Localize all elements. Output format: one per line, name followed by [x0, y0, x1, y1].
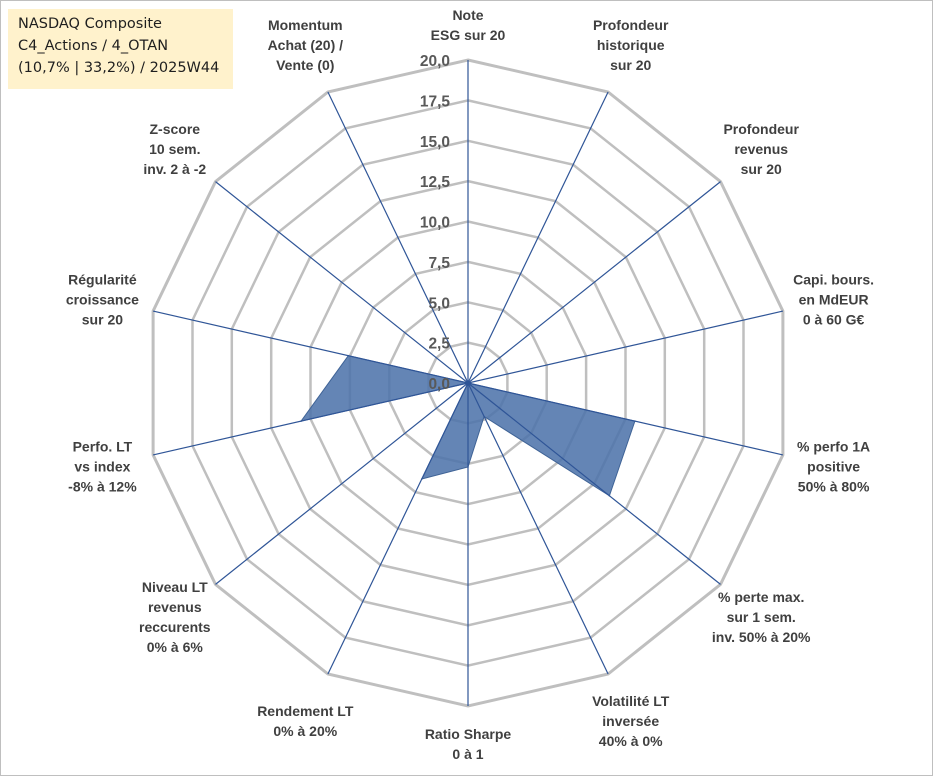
- spoke-8: [327, 382, 469, 675]
- axis-label-2-line-1: revenus: [734, 141, 788, 157]
- axis-label-10: Perfo. LT vs index -8% à 12%: [68, 438, 137, 494]
- tick-label-5: 12,5: [420, 174, 451, 191]
- axis-label-12-line-1: 10 sem.: [149, 141, 200, 157]
- axis-label-0: Note ESG sur 20: [431, 7, 506, 43]
- title-line-1: NASDAQ Composite: [18, 16, 162, 32]
- axis-label-0-line-1: ESG sur 20: [431, 27, 506, 43]
- tick-label-8: 20,0: [420, 53, 450, 70]
- axis-label-11-line-0: Régularité: [68, 272, 137, 288]
- axis-label-7: Ratio Sharpe 0 à 1: [425, 726, 512, 762]
- axis-label-8: Rendement LT 0% à 20%: [257, 703, 354, 739]
- axis-label-9-line-3: 0% à 6%: [147, 639, 204, 655]
- axis-label-4-line-1: positive: [807, 458, 860, 474]
- chart-title-box: NASDAQ Composite C4_Actions / 4_OTAN (10…: [8, 9, 233, 89]
- axis-label-8-line-1: 0% à 20%: [273, 723, 337, 739]
- axis-label-4-line-2: 50% à 80%: [798, 478, 870, 494]
- axis-label-4: % perfo 1A positive 50% à 80%: [797, 438, 870, 494]
- spoke-9: [215, 382, 469, 585]
- axis-label-12-line-0: Z-score: [150, 121, 201, 137]
- axis-label-3-line-1: en MdEUR: [799, 292, 869, 308]
- axis-label-10-line-1: vs index: [74, 458, 130, 474]
- axis-label-2: Profondeur revenus sur 20: [723, 121, 799, 177]
- radial-tick-labels: 0,0 2,5 5,0 7,5 10,0 12,5 15,0 17,5 20,0: [420, 53, 451, 393]
- tick-label-2: 5,0: [428, 295, 450, 312]
- axis-label-13-line-0: Momentum: [268, 17, 343, 33]
- axis-label-8-line-0: Rendement LT: [257, 703, 354, 719]
- axis-label-9-line-0: Niveau LT: [142, 579, 208, 595]
- tick-label-0: 0,0: [428, 376, 450, 393]
- axis-label-12: Z-score 10 sem. inv. 2 à -2: [143, 121, 206, 177]
- title-line-3: (10,7% | 33,2%) / 2025W44: [18, 60, 220, 76]
- axis-label-0-line-0: Note: [452, 7, 483, 23]
- axis-label-3-line-0: Capi. bours.: [793, 272, 874, 288]
- axis-label-10-line-0: Perfo. LT: [73, 438, 133, 454]
- tick-label-1: 2,5: [428, 336, 450, 353]
- axis-label-1-line-0: Profondeur: [593, 17, 669, 33]
- spoke-1: [467, 91, 609, 384]
- axis-label-6-line-1: inversée: [602, 713, 659, 729]
- spoke-4: [467, 382, 784, 456]
- spoke-6: [467, 382, 609, 675]
- spoke-12: [215, 181, 469, 384]
- axis-label-11-line-1: croissance: [66, 292, 139, 308]
- axis-label-11: Régularité croissance sur 20: [66, 272, 139, 328]
- axis-label-13-line-1: Achat (20) /: [268, 37, 344, 53]
- axis-label-13-line-2: Vente (0): [276, 57, 334, 73]
- spoke-5: [467, 382, 721, 585]
- spoke-13: [327, 91, 469, 384]
- axis-label-1: Profondeur historique sur 20: [593, 17, 669, 73]
- axis-label-9: Niveau LT revenus reccurents 0% à 6%: [139, 579, 211, 655]
- axis-label-13: Momentum Achat (20) / Vente (0): [268, 17, 344, 73]
- axis-label-6: Volatilité LT inversée 40% à 0%: [592, 693, 670, 749]
- axis-label-5-line-1: sur 1 sem.: [727, 609, 796, 625]
- axis-label-3: Capi. bours. en MdEUR 0 à 60 G€: [793, 272, 874, 328]
- axis-label-5: % perte max. sur 1 sem. inv. 50% à 20%: [712, 589, 811, 645]
- tick-label-4: 10,0: [420, 215, 450, 232]
- tick-label-3: 7,5: [428, 255, 450, 272]
- axis-label-1-line-1: historique: [597, 37, 665, 53]
- axis-label-6-line-0: Volatilité LT: [592, 693, 670, 709]
- axis-label-12-line-2: inv. 2 à -2: [143, 161, 206, 177]
- axis-label-5-line-0: % perte max.: [718, 589, 804, 605]
- axis-label-1-line-2: sur 20: [610, 57, 651, 73]
- axis-label-3-line-2: 0 à 60 G€: [803, 312, 865, 328]
- axis-label-9-line-1: revenus: [148, 599, 202, 615]
- axis-label-9-line-2: reccurents: [139, 619, 211, 635]
- axis-label-2-line-0: Profondeur: [723, 121, 799, 137]
- axis-label-7-line-1: 0 à 1: [452, 746, 483, 762]
- axis-label-11-line-2: sur 20: [82, 312, 123, 328]
- axis-label-4-line-0: % perfo 1A: [797, 438, 870, 454]
- axis-label-6-line-2: 40% à 0%: [599, 733, 663, 749]
- axis-label-10-line-2: -8% à 12%: [68, 478, 137, 494]
- tick-label-7: 17,5: [420, 93, 451, 110]
- radar-spokes: [152, 60, 784, 706]
- spoke-11: [152, 310, 469, 384]
- axis-label-7-line-0: Ratio Sharpe: [425, 726, 512, 742]
- title-line-2: C4_Actions / 4_OTAN: [18, 38, 169, 54]
- spoke-2: [467, 181, 721, 384]
- axis-label-2-line-2: sur 20: [741, 161, 782, 177]
- axis-labels: Note ESG sur 20 Profondeur historique sur 20…: [66, 7, 874, 762]
- axis-label-5-line-2: inv. 50% à 20%: [712, 629, 811, 645]
- spoke-10: [152, 382, 469, 456]
- spoke-3: [467, 310, 784, 384]
- tick-label-6: 15,0: [420, 134, 450, 151]
